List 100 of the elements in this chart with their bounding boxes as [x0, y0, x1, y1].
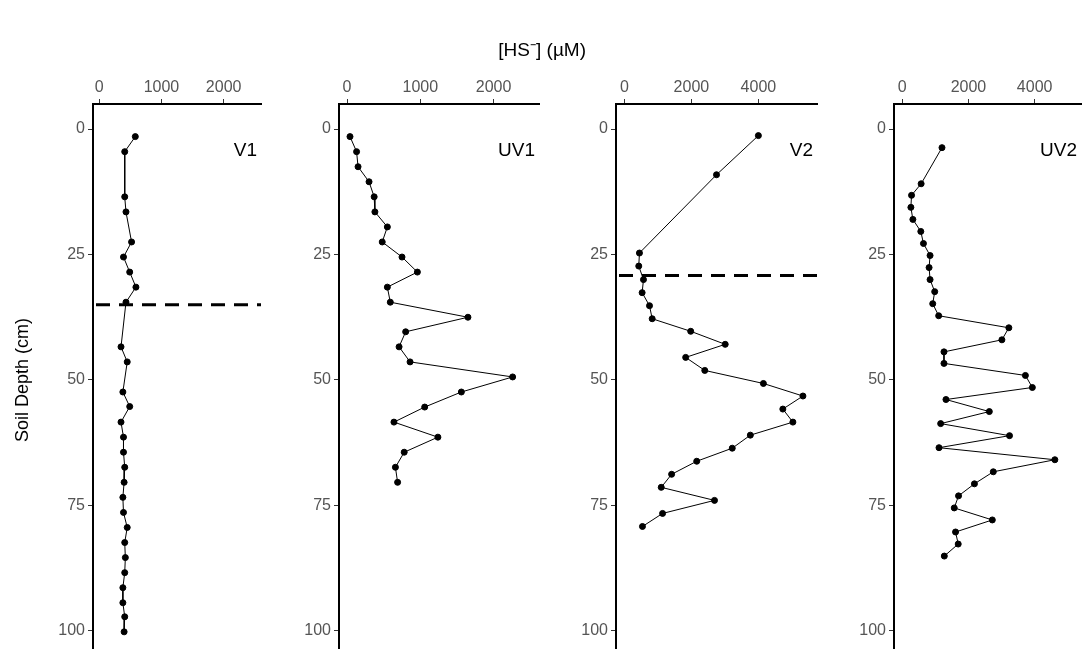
point: [126, 403, 134, 411]
point: [370, 193, 378, 201]
y-tick-label: 0: [877, 119, 887, 137]
point: [687, 327, 695, 335]
point: [119, 508, 127, 516]
point: [464, 313, 472, 321]
y-tick-label: 25: [868, 244, 887, 262]
y-tick-label: 25: [590, 244, 609, 262]
point: [371, 208, 379, 216]
point: [354, 163, 362, 171]
point: [952, 528, 960, 536]
point: [646, 302, 653, 310]
x-tick-label: 2000: [950, 77, 987, 95]
point: [789, 418, 797, 426]
y-tick-label: 100: [304, 621, 332, 639]
point: [353, 148, 361, 156]
y-tick-label: 100: [859, 621, 887, 639]
point: [1051, 456, 1059, 464]
point: [383, 283, 391, 291]
point: [908, 191, 916, 199]
point: [701, 366, 709, 374]
point: [907, 203, 915, 211]
point: [121, 463, 129, 471]
x-tick-label: 0: [619, 77, 629, 95]
point: [919, 239, 927, 247]
point: [668, 470, 676, 478]
point: [1006, 432, 1014, 440]
point: [935, 444, 943, 452]
point: [940, 552, 948, 560]
point: [940, 348, 948, 356]
text: V1: [233, 139, 257, 160]
point: [402, 328, 410, 336]
x-tick-label: 0: [342, 77, 352, 95]
point: [413, 268, 421, 276]
point: [386, 298, 394, 306]
point: [638, 289, 646, 297]
point: [365, 178, 373, 186]
point: [682, 353, 690, 361]
point: [985, 408, 993, 416]
point: [721, 340, 729, 348]
point: [759, 379, 767, 387]
point: [120, 628, 128, 636]
point: [121, 539, 129, 547]
point: [119, 584, 127, 592]
point: [728, 444, 736, 452]
point: [648, 315, 656, 323]
x-axis-title: [HS⁻] (µM): [498, 38, 586, 62]
point: [123, 523, 131, 531]
y-tick-label: 50: [67, 370, 86, 388]
point: [635, 262, 643, 270]
y-tick-label: 75: [67, 495, 86, 513]
point: [346, 133, 354, 141]
point: [457, 388, 465, 396]
y-tick-label: 0: [599, 119, 609, 137]
y-tick-label: 75: [868, 495, 887, 513]
point: [394, 478, 402, 486]
y-tick-label: 50: [313, 370, 332, 388]
point: [989, 468, 997, 476]
point: [638, 522, 646, 530]
y-tick-label: 100: [581, 621, 609, 639]
point: [121, 554, 129, 562]
x-tick-label: 0: [94, 77, 104, 95]
point: [509, 373, 517, 381]
point: [390, 418, 398, 426]
point: [988, 516, 996, 524]
point: [799, 392, 807, 400]
x-tick-label: 4000: [740, 77, 777, 95]
point: [659, 509, 667, 517]
point: [955, 492, 963, 500]
x-tick-label: 2000: [673, 77, 710, 95]
x-tick-label: 4000: [1016, 77, 1053, 95]
point: [434, 433, 442, 441]
point: [926, 252, 934, 260]
point: [121, 613, 129, 621]
point: [128, 238, 136, 246]
point: [937, 420, 945, 428]
x-tick-label: 2000: [205, 77, 242, 95]
point: [391, 463, 399, 471]
point: [635, 249, 643, 257]
point: [954, 540, 962, 548]
point: [950, 504, 958, 512]
x-tick-label: 2000: [475, 77, 512, 95]
point: [119, 433, 127, 441]
point: [122, 208, 130, 216]
point: [1021, 371, 1029, 379]
point: [120, 478, 128, 486]
point: [131, 133, 139, 141]
point: [119, 493, 127, 501]
point: [1005, 324, 1013, 332]
text: V2: [789, 139, 813, 160]
point: [938, 144, 946, 152]
y-tick-label: 50: [868, 370, 887, 388]
point: [754, 132, 762, 140]
text: UV1: [498, 139, 535, 160]
point: [1028, 383, 1036, 391]
point: [400, 448, 408, 456]
point: [710, 496, 718, 504]
y-tick-label: 25: [313, 244, 332, 262]
point: [713, 171, 720, 179]
point: [639, 276, 647, 284]
